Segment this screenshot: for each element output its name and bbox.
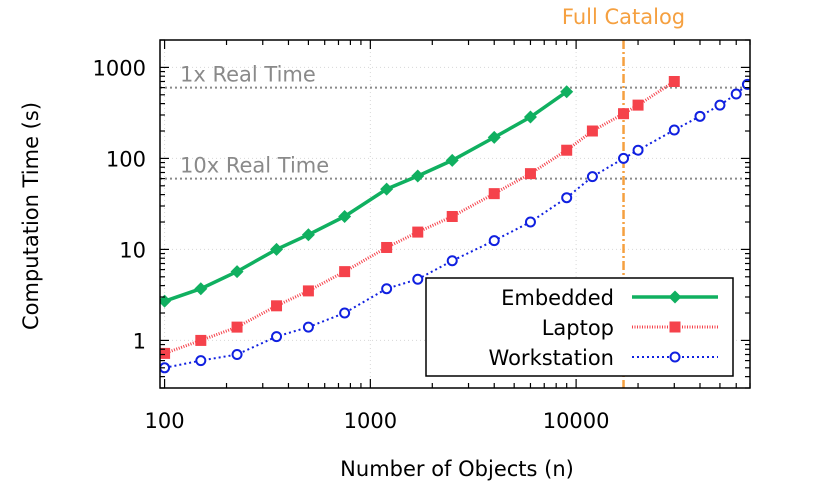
- plot-frame: [159, 39, 751, 389]
- workstation-point: [339, 307, 351, 319]
- series-laptop: [160, 75, 680, 359]
- workstation-point: [446, 255, 458, 267]
- y-tick-label: 1000: [93, 56, 146, 80]
- laptop-point: [488, 188, 500, 200]
- workstation-point: [381, 283, 393, 295]
- workstation-point: [668, 124, 680, 136]
- embedded-point: [380, 182, 394, 196]
- workstation-line: [164, 83, 749, 369]
- legend-label-embedded: Embedded: [501, 286, 614, 310]
- legend-swatch-marker-embedded: [668, 290, 682, 304]
- laptop-point: [195, 334, 207, 346]
- laptop-line: [164, 80, 676, 355]
- workstation-point: [632, 144, 644, 156]
- laptop-point: [618, 108, 630, 120]
- workstation-point: [694, 110, 706, 122]
- legend-entry-embedded: Embedded: [501, 286, 718, 310]
- workstation-point: [586, 171, 598, 183]
- embedded-point: [160, 294, 172, 308]
- legend-swatch-marker-workstation: [669, 351, 681, 363]
- workstation-point: [524, 216, 536, 228]
- series-layer: [160, 75, 750, 374]
- embedded-point: [411, 169, 425, 183]
- workstation-point: [302, 321, 314, 333]
- embedded-point: [301, 228, 315, 242]
- legend: Embedded Laptop Workstation: [425, 277, 734, 377]
- laptop-point: [412, 226, 424, 238]
- workstation-point: [741, 78, 750, 90]
- legend-label-laptop: Laptop: [542, 316, 614, 340]
- legend-box: [425, 277, 734, 377]
- workstation-point: [714, 99, 726, 111]
- legend-entry-workstation: Workstation: [489, 346, 718, 370]
- laptop-point: [668, 75, 680, 87]
- embedded-point: [523, 110, 537, 124]
- laptop-point: [586, 125, 598, 137]
- reference-lines: 1x Real Time 10x Real Time Full Catalog: [160, 5, 750, 388]
- workstation-point: [730, 88, 742, 100]
- laptop-point: [632, 99, 644, 111]
- laptop-point: [231, 321, 243, 333]
- embedded-point: [560, 85, 574, 99]
- x-tick-label: 1000: [344, 409, 397, 433]
- workstation-point: [618, 152, 630, 164]
- workstation-point: [561, 192, 573, 204]
- laptop-point: [271, 300, 283, 312]
- workstation-point: [231, 349, 243, 361]
- embedded-point: [270, 242, 284, 256]
- embedded-line: [164, 90, 568, 303]
- embedded-point: [445, 153, 459, 167]
- hline-label: 1x Real Time: [180, 63, 316, 87]
- y-tick-label: 10: [119, 238, 146, 262]
- y-axis-label: Computation Time (s): [19, 102, 43, 330]
- x-tick-label: 10000: [543, 409, 610, 433]
- laptop-point: [524, 168, 536, 180]
- workstation-point: [271, 331, 283, 343]
- embedded-point: [230, 265, 244, 279]
- hline-label: 10x Real Time: [180, 154, 329, 178]
- legend-swatch-marker-laptop: [669, 321, 681, 333]
- laptop-point: [446, 210, 458, 222]
- axes: 100 1000 10000 1 10 100 1000: [93, 39, 751, 433]
- embedded-point: [338, 209, 352, 223]
- legend-label-workstation: Workstation: [489, 346, 614, 370]
- x-axis-label: Number of Objects (n): [340, 457, 574, 481]
- y-tick-label: 100: [106, 147, 146, 171]
- laptop-point: [160, 347, 171, 359]
- laptop-point: [381, 241, 393, 253]
- workstation-point: [488, 235, 500, 247]
- legend-entry-laptop: Laptop: [542, 316, 718, 340]
- laptop-point: [302, 285, 314, 297]
- workstation-point: [412, 273, 424, 285]
- y-tick-label: 1: [133, 329, 146, 353]
- embedded-point: [487, 130, 501, 144]
- workstation-point: [195, 355, 207, 367]
- series-embedded: [160, 85, 574, 308]
- embedded-point: [194, 282, 208, 296]
- laptop-point: [339, 266, 351, 278]
- laptop-point: [561, 144, 573, 156]
- x-tick-label: 100: [145, 409, 185, 433]
- vline-label: Full Catalog: [562, 5, 685, 29]
